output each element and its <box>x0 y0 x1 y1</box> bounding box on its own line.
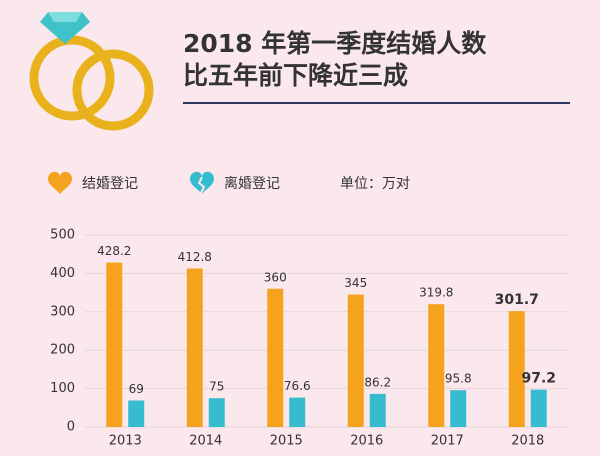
unit-label: 单位：万对 <box>340 176 410 192</box>
bar <box>428 304 445 427</box>
x-tick-label: 2014 <box>189 434 222 449</box>
value-label: 75 <box>209 380 224 394</box>
bar <box>450 390 467 427</box>
y-tick-label: 200 <box>50 343 75 358</box>
legend-label: 离婚登记 <box>224 175 280 192</box>
value-label: 97.2 <box>521 371 556 387</box>
value-label: 412.8 <box>178 250 212 264</box>
chart-title: 2018 年第一季度结婚人数 <box>183 29 487 58</box>
value-label: 360 <box>264 270 287 284</box>
value-label: 76.6 <box>284 379 311 393</box>
bar <box>267 288 284 427</box>
bar <box>106 262 123 427</box>
bar <box>530 389 547 427</box>
x-tick-label: 2015 <box>270 434 303 449</box>
value-label: 301.7 <box>495 292 539 308</box>
chart-subtitle: 比五年前下降近三成 <box>183 61 408 90</box>
value-label: 95.8 <box>445 372 472 386</box>
y-tick-label: 500 <box>50 228 75 243</box>
x-tick-label: 2013 <box>109 434 142 449</box>
bar <box>128 400 145 427</box>
legend-crack <box>197 176 206 196</box>
x-tick-label: 2016 <box>350 434 383 449</box>
legend-marker <box>48 171 72 194</box>
value-label: 428.2 <box>97 244 131 258</box>
bar <box>289 397 306 427</box>
ring-icon <box>29 12 154 131</box>
x-tick-label: 2018 <box>511 434 544 449</box>
bar <box>208 398 225 427</box>
y-tick-label: 100 <box>50 381 75 396</box>
bar <box>186 268 203 427</box>
value-label: 86.2 <box>364 375 391 389</box>
value-label: 69 <box>129 382 144 396</box>
legend-label: 结婚登记 <box>82 176 138 192</box>
x-tick-label: 2017 <box>431 434 464 449</box>
bar <box>347 294 364 427</box>
value-label: 319.8 <box>419 286 453 300</box>
y-tick-label: 0 <box>67 420 75 435</box>
y-tick-label: 300 <box>50 304 75 319</box>
value-label: 345 <box>344 276 367 290</box>
y-tick-label: 400 <box>50 266 75 281</box>
bar <box>369 393 386 427</box>
bar <box>508 311 525 427</box>
legend-marker <box>190 171 214 194</box>
